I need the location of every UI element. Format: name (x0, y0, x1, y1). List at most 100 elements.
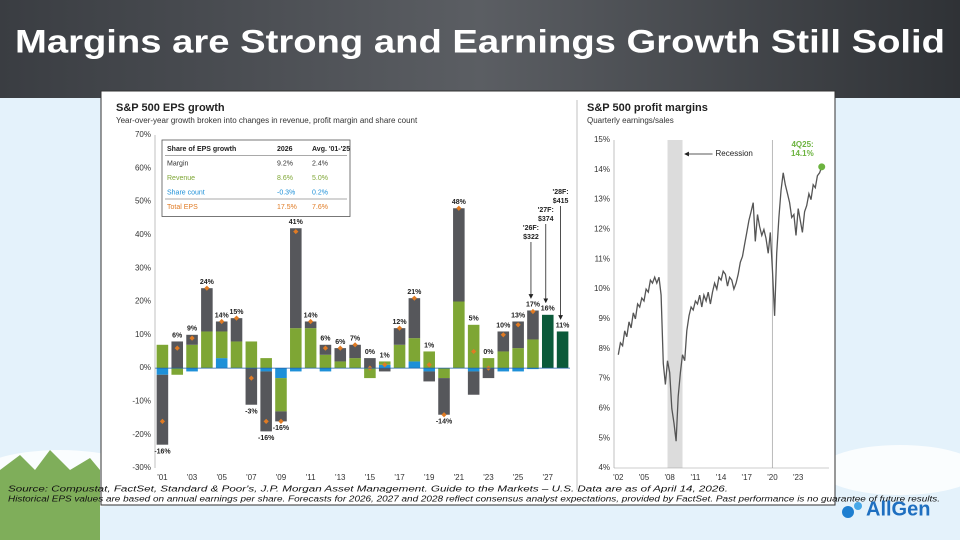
y-tick-label: 50% (135, 197, 151, 206)
bar-segment (304, 321, 317, 329)
data-label: 21% (407, 289, 422, 296)
y-tick-label: 13% (594, 195, 610, 204)
chart-subtitle: Year-over-year growth broken into change… (116, 116, 418, 125)
total-marker (263, 418, 269, 424)
y-tick-label: 40% (135, 230, 151, 239)
y-tick-label: 10% (594, 284, 610, 293)
bar-segment (364, 358, 376, 369)
data-label: 9% (187, 326, 198, 333)
data-label: 41% (289, 219, 304, 226)
recession-band (667, 140, 683, 468)
total-marker (382, 362, 388, 368)
table-cell: 2.4% (312, 160, 328, 167)
forecast-bar (541, 314, 554, 369)
table-header: Share of EPS growth (167, 146, 236, 153)
data-label: 10% (496, 322, 511, 329)
total-marker (189, 335, 195, 341)
bar-segment (304, 328, 317, 369)
x-tick-label: '02 (613, 473, 624, 482)
source-note: Source: Compustat, FactSet, Standard & P… (8, 483, 728, 493)
x-tick-label: '20 (767, 473, 778, 482)
x-tick-label: '25 (513, 473, 524, 482)
y-tick-label: 12% (594, 225, 610, 234)
total-marker (248, 375, 254, 381)
data-label: -16% (258, 435, 275, 442)
forecast-annotation: '28F: (553, 189, 569, 196)
bar-segment (171, 368, 184, 375)
total-marker (396, 325, 403, 331)
data-label: 11% (556, 322, 570, 329)
bar-segment (349, 358, 361, 369)
x-tick-label: '11 (306, 473, 316, 482)
bar-segment (393, 344, 406, 369)
bar-segment (275, 411, 287, 422)
x-tick-label: '11 (690, 473, 700, 482)
bar-segment (245, 341, 258, 369)
total-marker (174, 345, 180, 351)
bar-segment (393, 328, 406, 345)
logo-icon (842, 506, 854, 518)
bar-segment (290, 228, 302, 329)
data-label: 24% (200, 279, 215, 286)
bar-segment (275, 378, 287, 412)
forecast-annotation: $374 (538, 216, 554, 223)
x-tick-label: '03 (187, 473, 198, 482)
x-tick-label: '08 (664, 473, 675, 482)
chart-title: S&P 500 EPS growth (116, 102, 225, 114)
forecast-bar (556, 331, 569, 369)
y-tick-label: 8% (598, 344, 610, 353)
y-tick-label: -30% (132, 463, 151, 472)
table-cell: 17.5% (277, 204, 297, 211)
bar-segment (201, 288, 213, 332)
bar-segment (512, 321, 524, 349)
bar-segment (245, 368, 258, 405)
bar-segment (467, 324, 480, 369)
table-cell: Total EPS (167, 204, 198, 211)
x-tick-label: '23 (483, 473, 494, 482)
bar-segment (453, 301, 465, 369)
bar-segment (527, 339, 539, 369)
bar-segment (319, 368, 332, 372)
bar-segment (467, 368, 480, 372)
bar-segment (512, 348, 524, 369)
total-marker (426, 362, 432, 368)
total-marker (500, 332, 506, 338)
x-tick-label: '09 (276, 473, 287, 482)
forecast-annotation: '27F: (538, 207, 554, 214)
data-label: 1% (424, 342, 435, 349)
last-point (818, 163, 826, 171)
table-cell: Share count (167, 189, 205, 196)
point-annotation: 4Q25: (791, 140, 813, 149)
bar-segment (230, 318, 243, 342)
data-label: -16% (273, 425, 290, 432)
total-marker (337, 345, 343, 351)
total-marker (159, 418, 166, 424)
table-cell: 9.2% (277, 160, 293, 167)
table-header: 2026 (277, 146, 293, 153)
total-marker (219, 318, 225, 325)
data-label: 14% (215, 312, 230, 319)
data-label: 0% (483, 349, 494, 356)
total-marker (293, 228, 299, 235)
bar-segment (215, 321, 228, 332)
x-tick-label: '19 (424, 473, 435, 482)
bar-segment (512, 368, 524, 372)
data-label: 48% (452, 199, 467, 206)
bar-segment (408, 361, 421, 369)
data-label: -16% (154, 449, 171, 456)
y-tick-label: 6% (598, 403, 610, 412)
total-marker (471, 348, 477, 355)
x-tick-label: '27 (543, 473, 554, 482)
bar-segment (290, 368, 302, 372)
total-marker (204, 285, 210, 291)
data-label: 5% (469, 316, 480, 323)
x-tick-label: '13 (335, 473, 346, 482)
bar-segment (319, 354, 332, 369)
x-tick-label: '23 (793, 473, 804, 482)
bar-segment (156, 374, 169, 445)
y-tick-label: 15% (594, 135, 610, 144)
cloud (820, 445, 960, 495)
x-tick-label: '05 (216, 473, 227, 482)
bar-segment (260, 358, 272, 369)
